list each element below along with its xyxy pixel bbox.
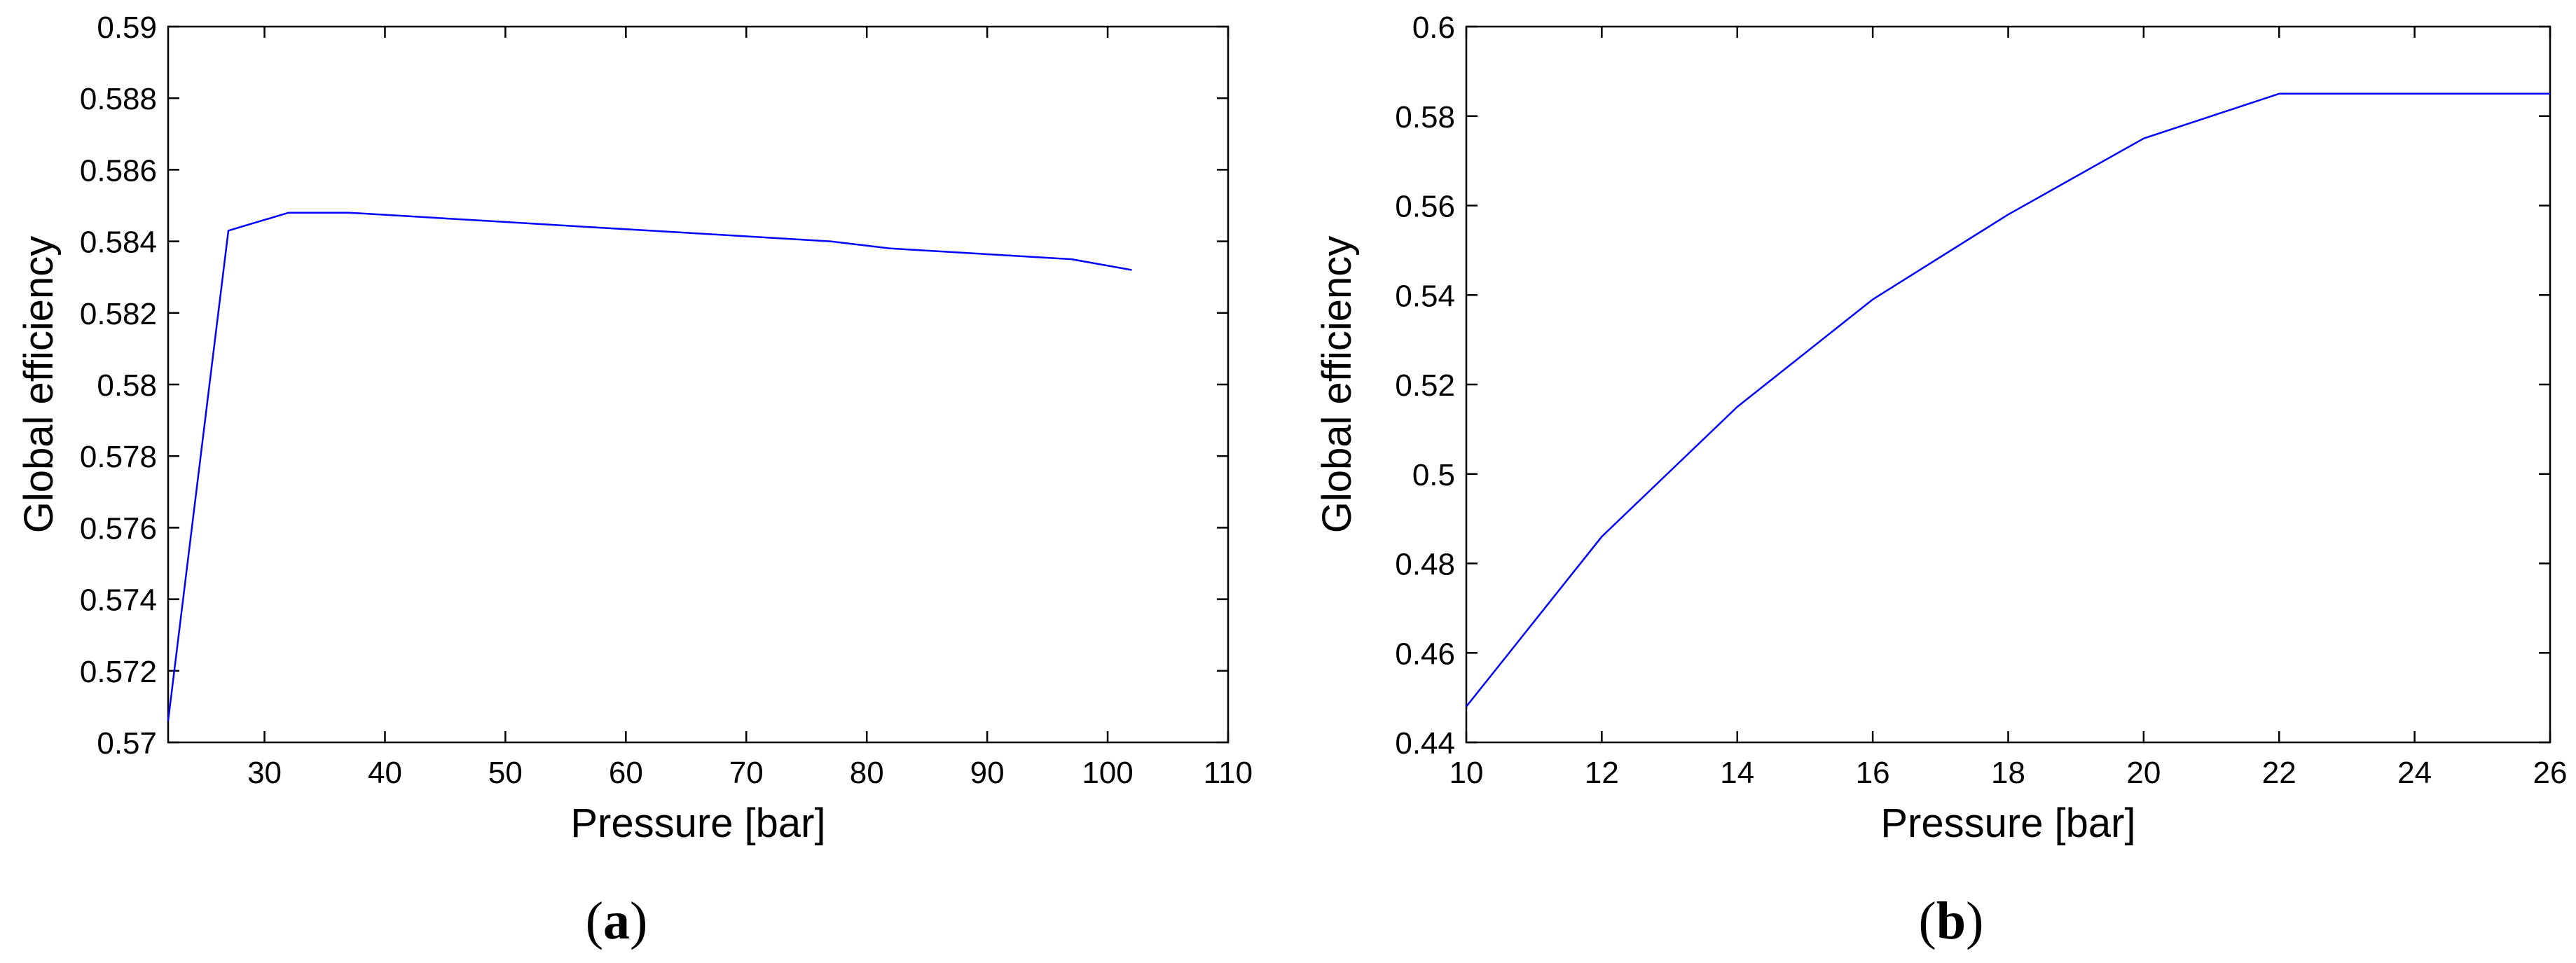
x-tick-label: 12: [1585, 756, 1619, 790]
y-tick-label: 0.58: [97, 368, 157, 403]
x-tick-label: 80: [850, 756, 884, 790]
y-tick-label: 0.44: [1395, 726, 1455, 761]
x-tick-label: 30: [247, 756, 282, 790]
panel-label-open-paren: (: [1919, 892, 1936, 950]
x-tick-label: 18: [1991, 756, 2025, 790]
x-tick-label: 100: [1082, 756, 1133, 790]
panel-label: (a): [586, 892, 648, 950]
x-tick-label: 16: [1856, 756, 1890, 790]
y-tick-label: 0.57: [97, 726, 157, 761]
y-tick-label: 0.56: [1395, 190, 1455, 224]
y-tick-label: 0.6: [1412, 11, 1455, 45]
panel-label-open-paren: (: [586, 892, 603, 950]
x-tick-label: 110: [1204, 756, 1253, 790]
x-tick-label: 20: [2126, 756, 2161, 790]
panel-label-close-paren: ): [1966, 892, 1983, 950]
y-tick-label: 0.584: [80, 226, 157, 260]
panel-b-chart: 10 12 14 16 18 20 22 24 26 0.44 0.46 0.48 0.5 0.52 0.5…: [1314, 11, 2567, 950]
panel-label: (b): [1919, 892, 1984, 950]
panel-label-close-paren: ): [630, 892, 647, 950]
x-tick-label: 70: [729, 756, 764, 790]
y-axis-label: Global efficiency: [16, 236, 62, 534]
panel-label-letter: b: [1936, 892, 1966, 950]
y-tick-label: 0.582: [80, 297, 157, 331]
x-tick-label: 50: [488, 756, 523, 790]
y-axis-label: Global efficiency: [1314, 236, 1360, 534]
y-tick-label: 0.574: [80, 583, 157, 618]
y-tick-label: 0.576: [80, 511, 157, 546]
y-tick-label: 0.54: [1395, 279, 1455, 313]
x-axis-label: Pressure [bar]: [1880, 801, 2135, 846]
y-tick-label: 0.588: [80, 82, 157, 116]
y-tick-label: 0.52: [1395, 368, 1455, 403]
x-tick-label: 14: [1720, 756, 1754, 790]
x-tick-label: 24: [2397, 756, 2432, 790]
series-line: [1466, 92, 2550, 707]
plot-frame: [1465, 25, 2551, 744]
y-tick-label: 0.586: [80, 153, 157, 188]
y-tick-label: 0.58: [1395, 100, 1455, 134]
x-axis-label: Pressure [bar]: [570, 801, 825, 846]
plot-frame: [167, 25, 1230, 744]
x-tick-label: 22: [2262, 756, 2296, 790]
x-tick-label: 26: [2533, 756, 2568, 790]
panel-label-letter: a: [603, 892, 630, 950]
y-tick-label: 0.578: [80, 440, 157, 474]
y-tick-label: 0.46: [1395, 637, 1455, 671]
x-tick-label: 90: [970, 756, 1005, 790]
x-tick-label: 40: [368, 756, 402, 790]
y-tick-label: 0.572: [80, 655, 157, 689]
x-tick-label: 60: [609, 756, 643, 790]
y-tick-label: 0.48: [1395, 548, 1455, 582]
panel-a-chart: 30 40 50 60 70 80 90 100 110 0.57 0.572 0.574 0.576 0…: [16, 11, 1253, 950]
series-line: [167, 212, 1132, 721]
y-tick-label: 0.59: [97, 11, 157, 45]
x-tick-label: 10: [1449, 756, 1484, 790]
y-tick-label: 0.5: [1412, 458, 1455, 492]
